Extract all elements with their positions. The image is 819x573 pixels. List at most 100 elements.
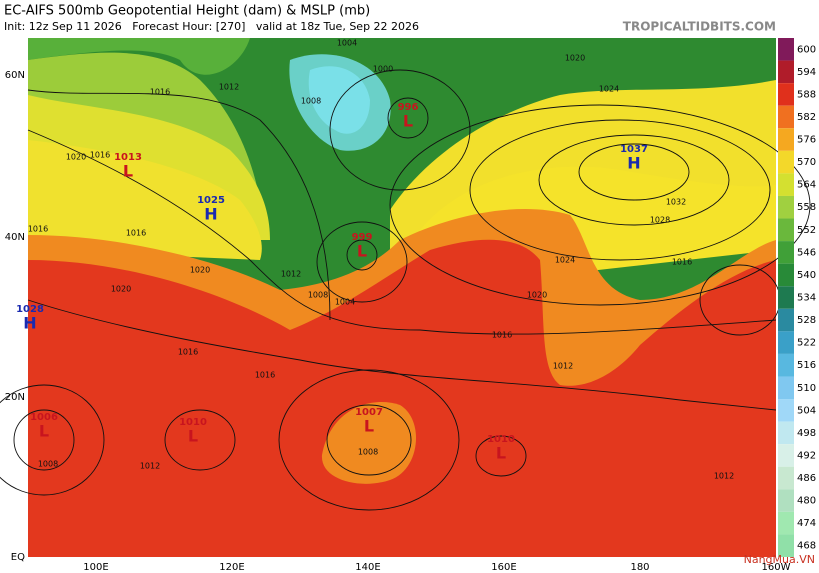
colorbar-cell xyxy=(778,263,794,287)
colorbar-label: 600 xyxy=(797,44,816,55)
center-letter: L xyxy=(188,427,198,446)
center-value: 1025 xyxy=(197,195,225,206)
isobar-label: 1020 xyxy=(565,54,585,63)
lon-label: 160W xyxy=(762,562,791,573)
colorbar-cell xyxy=(778,421,794,445)
colorbar: 600 594 588 582 576 570 564 558 552 546 540 534 528 5… xyxy=(778,38,816,557)
isobar-label: 1016 xyxy=(672,258,692,267)
isobar-label: 1020 xyxy=(527,291,547,300)
colorbar-label: 558 xyxy=(797,202,816,213)
isobar-label: 1000 xyxy=(373,65,393,74)
colorbar-label: 480 xyxy=(797,496,816,507)
center-letter: H xyxy=(204,205,217,224)
colorbar-label: 516 xyxy=(797,360,816,371)
isobar-label: 1012 xyxy=(714,472,734,481)
isobar-label: 1016 xyxy=(90,151,110,160)
lon-label: 100E xyxy=(83,562,108,573)
isobar-label: 1020 xyxy=(111,285,131,294)
isobar-label: 1012 xyxy=(553,362,573,371)
colorbar-label: 468 xyxy=(797,541,816,552)
center-value: 999 xyxy=(352,232,373,243)
center-value: 1006 xyxy=(30,412,58,423)
isobar-label: 1012 xyxy=(140,462,160,471)
isobar-label: 1016 xyxy=(178,348,198,357)
colorbar-label: 474 xyxy=(797,518,816,529)
colorbar-label: 552 xyxy=(797,225,816,236)
colorbar-cell xyxy=(778,376,794,400)
lon-label: 160E xyxy=(491,562,516,573)
colorbar-label: 588 xyxy=(797,89,816,100)
center-letter: H xyxy=(627,154,640,173)
height-field xyxy=(28,38,776,557)
subtitle: Init: 12z Sep 11 2026 Forecast Hour: [27… xyxy=(4,20,419,33)
colorbar-label: 498 xyxy=(797,428,816,439)
isobar-label: 1008 xyxy=(38,460,58,469)
colorbar-cell xyxy=(778,534,794,557)
isobar-label: 1016 xyxy=(126,229,146,238)
lon-label: 120E xyxy=(219,562,244,573)
colorbar-cell xyxy=(778,128,794,151)
center-value: 1007 xyxy=(355,407,383,418)
colorbar-cell xyxy=(778,308,794,332)
isobar-label: 1004 xyxy=(335,298,355,307)
isobar-label: 1016 xyxy=(255,371,275,380)
center-letter: H xyxy=(23,314,36,333)
isobar-label: 1008 xyxy=(301,97,321,106)
center-letter: L xyxy=(357,242,367,261)
brand: TROPICALTIDBITS.COM xyxy=(623,20,776,34)
isobars xyxy=(0,69,811,511)
colorbar-cell xyxy=(778,241,794,264)
colorbar-cell xyxy=(778,83,794,106)
center-value: 1010 xyxy=(179,417,207,428)
colorbar-cell xyxy=(778,466,794,490)
colorbar-cell xyxy=(778,105,794,129)
isobar-label: 1024 xyxy=(599,85,619,94)
isobar-label: 1012 xyxy=(219,83,239,92)
center-letter: L xyxy=(403,112,413,131)
colorbar-label: 570 xyxy=(797,157,816,168)
colorbar-cell xyxy=(778,60,794,84)
watermark: NangMua.VN xyxy=(744,553,815,566)
colorbar-label: 510 xyxy=(797,383,816,394)
colorbar-cell xyxy=(778,195,794,219)
lon-label: 140E xyxy=(355,562,380,573)
isobar-label: 1012 xyxy=(281,270,301,279)
colorbar-label: 576 xyxy=(797,135,816,146)
isobar-label: 1024 xyxy=(555,256,575,265)
isobar-label: 1016 xyxy=(28,225,48,234)
colorbar-cell xyxy=(778,38,794,61)
center-value: 996 xyxy=(398,102,419,113)
colorbar-cell xyxy=(778,331,794,354)
isobar-label: 1016 xyxy=(492,331,512,340)
isobar-label: 1004 xyxy=(337,39,357,48)
colorbar-cell xyxy=(778,286,794,309)
center-letter: L xyxy=(39,422,49,441)
center-value: 1028 xyxy=(16,304,44,315)
center-value: 1010 xyxy=(487,434,515,445)
colorbar-label: 540 xyxy=(797,270,816,281)
lat-label: 40N xyxy=(5,232,25,243)
isobar-label: 1016 xyxy=(150,88,170,97)
colorbar-label: 594 xyxy=(797,67,816,78)
chart-labels: EC-AIFS 500mb Geopotential Height (dam) … xyxy=(4,4,776,34)
center-value: 1037 xyxy=(620,144,648,155)
center-letter: L xyxy=(364,417,374,436)
colorbar-label: 546 xyxy=(797,247,816,258)
isobar-label: 1020 xyxy=(66,153,86,162)
colorbar-label: 582 xyxy=(797,112,816,123)
colorbar-cell xyxy=(778,399,794,422)
colorbar-label: 564 xyxy=(797,180,816,191)
isobar-label: 1008 xyxy=(308,291,328,300)
colorbar-cell xyxy=(778,511,794,535)
lon-label: 180 xyxy=(630,562,649,573)
colorbar-label: 528 xyxy=(797,315,816,326)
colorbar-label: 522 xyxy=(797,338,816,349)
colorbar-cell xyxy=(778,173,794,196)
isobar-label: 1020 xyxy=(190,266,210,275)
colorbar-cell xyxy=(778,444,794,467)
colorbar-cell xyxy=(778,218,794,242)
center-value: 1013 xyxy=(114,152,142,163)
